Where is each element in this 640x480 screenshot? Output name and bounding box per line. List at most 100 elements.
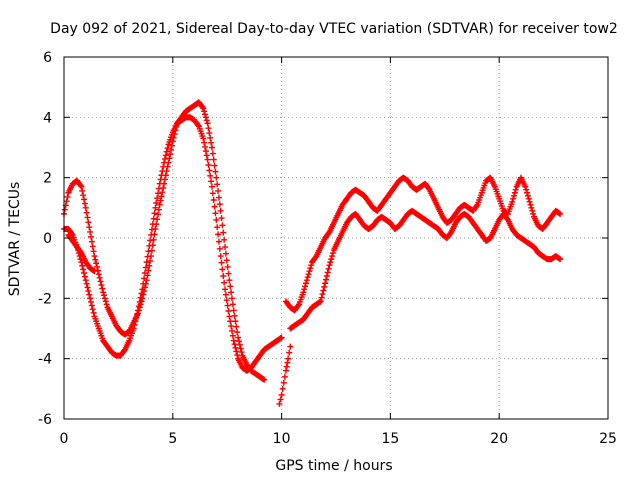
data-point — [232, 318, 239, 325]
data-point — [87, 295, 94, 302]
data-point — [229, 301, 236, 308]
data-point — [158, 193, 165, 200]
data-point — [213, 174, 220, 181]
data-point — [145, 267, 152, 274]
data-point — [276, 400, 283, 407]
data-point — [215, 194, 222, 201]
data-point — [235, 338, 242, 345]
data-point — [137, 294, 144, 301]
data-point — [99, 285, 106, 292]
data-point — [324, 269, 331, 276]
x-axis-label: GPS time / hours — [275, 458, 392, 474]
data-point — [226, 277, 233, 284]
data-point — [235, 334, 242, 341]
data-point — [202, 143, 209, 150]
data-point — [524, 189, 531, 196]
data-point — [512, 186, 519, 193]
data-point — [102, 298, 109, 305]
data-point — [81, 196, 88, 203]
data-point — [219, 222, 226, 229]
data-point — [322, 280, 329, 287]
data-point — [306, 268, 313, 275]
data-point — [89, 306, 96, 313]
data-point — [286, 349, 293, 356]
data-point — [317, 298, 324, 305]
data-point — [325, 265, 332, 272]
data-point — [150, 215, 157, 222]
data-point — [100, 289, 107, 296]
data-point — [201, 108, 208, 115]
data-point — [284, 359, 291, 366]
data-point — [63, 198, 70, 205]
data-point — [225, 270, 232, 277]
data-point — [132, 318, 139, 325]
data-point — [228, 323, 235, 330]
data-point — [279, 385, 286, 392]
data-point — [321, 283, 328, 290]
data-point — [228, 289, 235, 296]
data-point — [202, 148, 209, 155]
data-point — [131, 321, 138, 328]
data-point — [211, 162, 218, 169]
series-trace-d — [282, 174, 564, 314]
data-point — [326, 262, 333, 269]
data-point — [79, 187, 86, 194]
data-point — [79, 262, 86, 269]
data-point — [237, 345, 244, 352]
data-point — [302, 283, 309, 290]
data-point — [103, 301, 110, 308]
data-point — [215, 231, 222, 238]
data-point — [207, 172, 214, 179]
data-point — [157, 176, 164, 183]
data-point — [156, 201, 163, 208]
data-point — [231, 312, 238, 319]
data-point — [94, 263, 101, 270]
data-point — [209, 190, 216, 197]
data-point — [161, 155, 168, 162]
data-point — [304, 274, 311, 281]
data-point — [88, 238, 95, 245]
data-point — [139, 286, 146, 293]
data-point — [510, 192, 517, 199]
data-point — [277, 396, 284, 403]
data-point — [278, 334, 285, 341]
data-point — [161, 159, 168, 166]
data-point — [82, 204, 89, 211]
data-point — [204, 156, 211, 163]
data-point — [215, 187, 222, 194]
y-tick-label: -2 — [38, 291, 52, 307]
data-point — [202, 114, 209, 121]
data-point — [148, 231, 155, 238]
data-point — [86, 291, 93, 298]
data-point — [228, 327, 235, 334]
data-point — [96, 274, 103, 281]
y-tick-label: -4 — [38, 352, 52, 368]
data-point — [302, 280, 309, 287]
data-point — [308, 262, 315, 269]
data-point — [319, 291, 326, 298]
data-point — [207, 134, 214, 141]
data-point — [226, 313, 233, 320]
data-point — [210, 156, 217, 163]
data-point — [162, 152, 169, 159]
data-point — [93, 260, 100, 267]
data-point — [285, 355, 292, 362]
data-point — [283, 363, 290, 370]
data-point — [64, 193, 71, 200]
data-point — [134, 311, 141, 318]
data-point — [216, 245, 223, 252]
data-point — [146, 242, 153, 249]
data-point — [146, 262, 153, 269]
data-point — [95, 271, 102, 278]
data-point — [222, 286, 229, 293]
data-point — [216, 201, 223, 208]
y-tick-label: 6 — [43, 50, 52, 66]
data-point — [88, 302, 95, 309]
data-point — [221, 279, 228, 286]
data-point — [234, 352, 241, 359]
data-point — [164, 145, 171, 152]
data-point — [222, 250, 229, 257]
data-point — [278, 391, 285, 398]
data-point — [200, 135, 207, 142]
